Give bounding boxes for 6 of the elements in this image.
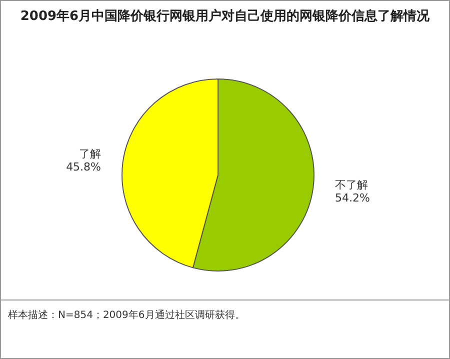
slice-label: 不了解 [334, 178, 368, 192]
data-label: 45.8% [66, 160, 102, 174]
slice-label: 了解 [79, 147, 102, 160]
data-label: 54.2% [334, 192, 370, 205]
text: 样本描述：N=854；2009年6月通过社区调研获得。 [8, 309, 245, 321]
chart-title: 2009年6月中国降价银行网银用户对自己使用的网银降价信息了解情况 [20, 8, 431, 24]
